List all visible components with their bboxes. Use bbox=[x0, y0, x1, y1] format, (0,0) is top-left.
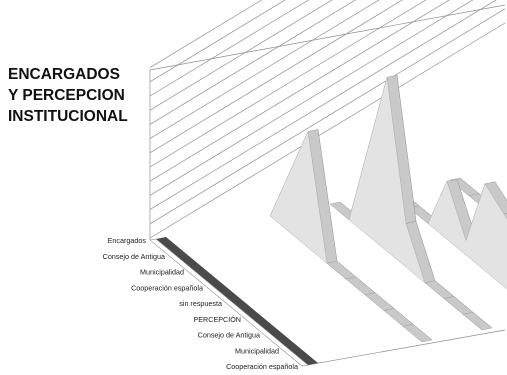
grid-line bbox=[149, 8, 506, 225]
category-label: Municipalidad bbox=[235, 346, 279, 355]
category-label: Consejo de Antigua bbox=[198, 331, 260, 340]
ribbon-top bbox=[462, 312, 493, 331]
grid-line bbox=[149, 22, 506, 239]
floor-front-edge bbox=[149, 238, 309, 367]
grid-line bbox=[149, 0, 333, 111]
ribbon-top bbox=[383, 308, 414, 327]
category-labels: Encargados Consejo de Antigua Municipalida… bbox=[103, 236, 298, 371]
category-label: PERCEPCIÓN bbox=[193, 315, 241, 324]
grid-line bbox=[149, 0, 263, 68]
grid-line bbox=[149, 0, 427, 168]
ribbon-top bbox=[443, 296, 474, 315]
ribbon-top bbox=[345, 276, 376, 295]
grid-line bbox=[149, 0, 380, 139]
grid-line bbox=[149, 0, 474, 196]
data-ribbons bbox=[269, 75, 507, 343]
grid-line bbox=[149, 0, 357, 125]
ribbon-top bbox=[326, 261, 357, 280]
category-label: Cooperación española bbox=[131, 283, 203, 292]
grid-line bbox=[149, 0, 403, 154]
chart-title-line: ENCARGADOS bbox=[8, 66, 120, 83]
ribbon-top bbox=[402, 324, 433, 343]
ribbon-face bbox=[389, 180, 507, 290]
chart-floor bbox=[149, 237, 318, 367]
ribbon-face bbox=[269, 130, 423, 343]
grid-line bbox=[149, 0, 286, 83]
category-label: Municipalidad bbox=[140, 268, 184, 277]
ribbon-top bbox=[364, 292, 395, 311]
grid-line bbox=[149, 0, 450, 182]
grid-line bbox=[301, 329, 506, 367]
category-label: Consejo de Antigua bbox=[103, 252, 165, 261]
ribbon-top bbox=[424, 280, 455, 299]
ribbon-face bbox=[329, 77, 483, 331]
category-label: sin respuesta bbox=[179, 299, 222, 308]
chart-title-line: Y PERCEPCION bbox=[8, 87, 125, 104]
floor-dark-band bbox=[156, 237, 318, 365]
grid-line bbox=[149, 4, 506, 71]
chart-title-line: INSTITUCIONAL bbox=[8, 108, 128, 125]
grid-lines bbox=[149, 0, 506, 367]
category-label: Encargados bbox=[108, 236, 147, 245]
grid-line bbox=[149, 0, 310, 97]
category-label: Cooperación española bbox=[226, 362, 298, 371]
grid-line bbox=[149, 0, 497, 210]
chart-title: ENCARGADOS Y PERCEPCION INSTITUCIONAL bbox=[8, 64, 168, 127]
